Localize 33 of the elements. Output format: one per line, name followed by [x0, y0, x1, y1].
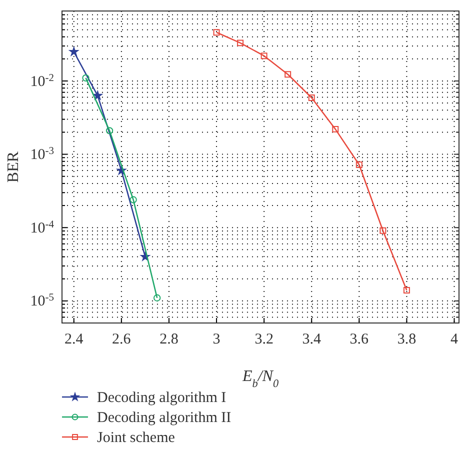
point [154, 294, 161, 302]
x-tick-label: 4 [450, 332, 458, 348]
x-tick-label: 3.4 [302, 332, 322, 348]
point [403, 286, 410, 294]
point [82, 74, 90, 82]
point [308, 94, 315, 102]
point [93, 90, 102, 100]
y-tick-label: 10$^{-2}$ [30, 72, 54, 90]
x-tick-label: 3.6 [350, 332, 370, 348]
y-axis-title: BER [5, 151, 22, 183]
point [332, 126, 339, 132]
x-tick-label: 2.8 [160, 332, 178, 348]
point [213, 29, 220, 36]
legend-label: Joint scheme [97, 430, 176, 446]
legend-label: Decoding algorithm II [97, 410, 232, 426]
x-axis-title: E$_{b}$/N$_{0}$ [241, 368, 279, 390]
point [69, 47, 78, 56]
point [106, 127, 114, 134]
x-tick-label: 3 [212, 332, 220, 348]
x-tick-label: 2.6 [112, 332, 132, 348]
point [260, 52, 268, 60]
point [237, 40, 244, 46]
y-tick-label: 10$^{-4}$ [30, 218, 55, 236]
point [356, 162, 362, 168]
legend-label: Decoding algorithm I [97, 390, 226, 406]
x-tick-label: 3.2 [254, 332, 274, 348]
x-tick-label: 3.8 [397, 332, 416, 348]
y-tick-label: 10$^{-5}$ [30, 292, 54, 310]
x-tick-label: 2.4 [64, 332, 84, 348]
point [130, 196, 137, 204]
point [284, 71, 292, 78]
y-tick-label: 10$^{-3}$ [30, 146, 54, 164]
point [380, 227, 386, 234]
